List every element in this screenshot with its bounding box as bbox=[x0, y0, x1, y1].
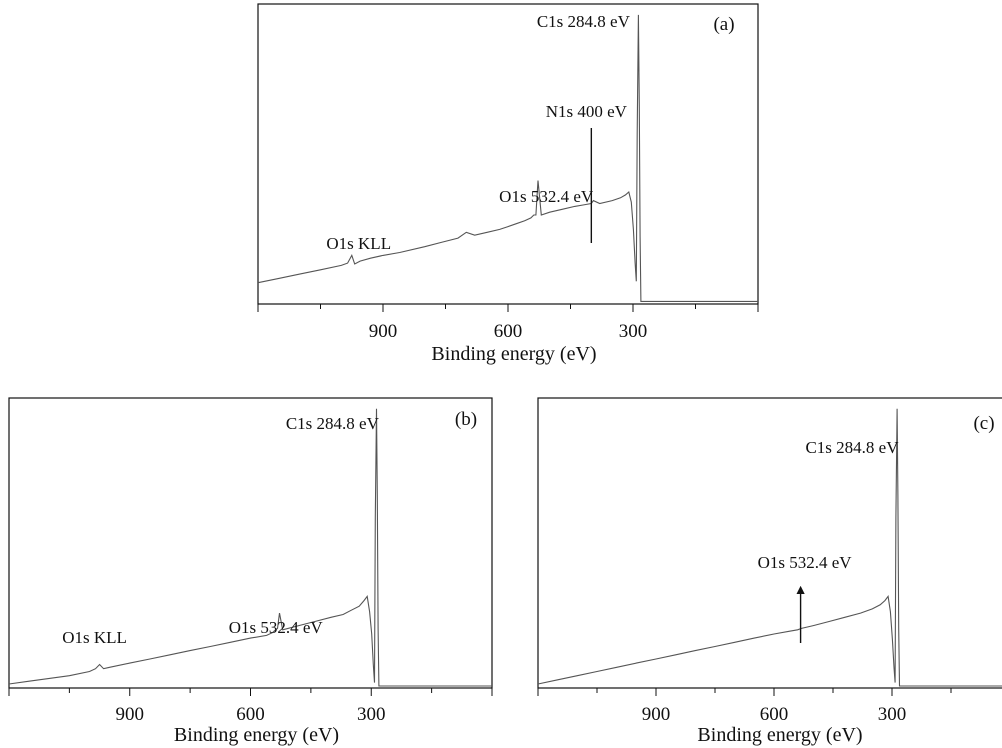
x-tick-label: 300 bbox=[878, 704, 907, 725]
x-tick-label: 900 bbox=[642, 704, 671, 725]
panel-label: (a) bbox=[713, 14, 734, 35]
peak-annotation: O1s 532.4 eV bbox=[499, 187, 594, 206]
panel-label: (b) bbox=[455, 409, 477, 430]
peak-annotation: C1s 284.8 eV bbox=[286, 414, 380, 433]
x-tick-label: 900 bbox=[369, 321, 398, 342]
peak-annotation: O1s 532.4 eV bbox=[229, 618, 324, 637]
x-tick-label: 300 bbox=[619, 321, 648, 342]
x-tick-label: 600 bbox=[760, 704, 789, 725]
x-axis-ticks bbox=[537, 688, 952, 696]
peak-annotation: O1s 532.4 eV bbox=[758, 553, 853, 572]
panel-label: (c) bbox=[973, 413, 994, 434]
xps-panel-a: 900 600 300 Binding energy (eV) (a) C1s 284.8… bbox=[257, 3, 759, 365]
plot-frame bbox=[537, 397, 1002, 689]
peak-annotation: C1s 284.8 eV bbox=[537, 12, 631, 31]
peak-annotation: O1s KLL bbox=[62, 628, 127, 647]
spectrum-line bbox=[257, 14, 758, 302]
peak-annotation: O1s KLL bbox=[326, 234, 391, 253]
x-tick-label: 600 bbox=[494, 321, 523, 342]
x-axis-label: Binding energy (eV) bbox=[174, 724, 339, 746]
x-axis-label: Binding energy (eV) bbox=[431, 343, 596, 365]
x-axis-ticks bbox=[8, 688, 493, 696]
x-tick-label: 900 bbox=[116, 704, 145, 725]
peak-annotation: C1s 284.8 eV bbox=[805, 438, 899, 457]
plot-frame bbox=[257, 3, 759, 305]
x-axis-ticks bbox=[257, 304, 759, 312]
x-tick-label: 300 bbox=[357, 704, 386, 725]
xps-panel-b: 900 600 300 Binding energy (eV) (b) C1s 284.8… bbox=[8, 397, 493, 746]
x-axis-label: Binding energy (eV) bbox=[697, 724, 862, 746]
x-tick-label: 600 bbox=[236, 704, 265, 725]
spectrum-line bbox=[8, 408, 492, 687]
spectrum-line bbox=[537, 408, 1002, 687]
xps-panel-c: 900 600 300 Binding energy (eV) (c) C1s 284.8… bbox=[537, 397, 1002, 746]
peak-annotation: N1s 400 eV bbox=[546, 102, 628, 121]
